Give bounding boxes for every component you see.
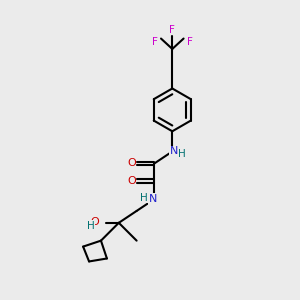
Text: F: F <box>187 37 193 46</box>
Text: O: O <box>127 176 136 186</box>
Text: H: H <box>178 148 186 159</box>
Text: H: H <box>140 193 148 202</box>
Text: O: O <box>127 158 136 168</box>
Text: F: F <box>169 25 175 34</box>
Text: O: O <box>91 217 100 227</box>
Text: N: N <box>149 194 157 204</box>
Text: N: N <box>169 146 178 157</box>
Text: H: H <box>87 221 94 231</box>
Text: F: F <box>152 37 158 46</box>
